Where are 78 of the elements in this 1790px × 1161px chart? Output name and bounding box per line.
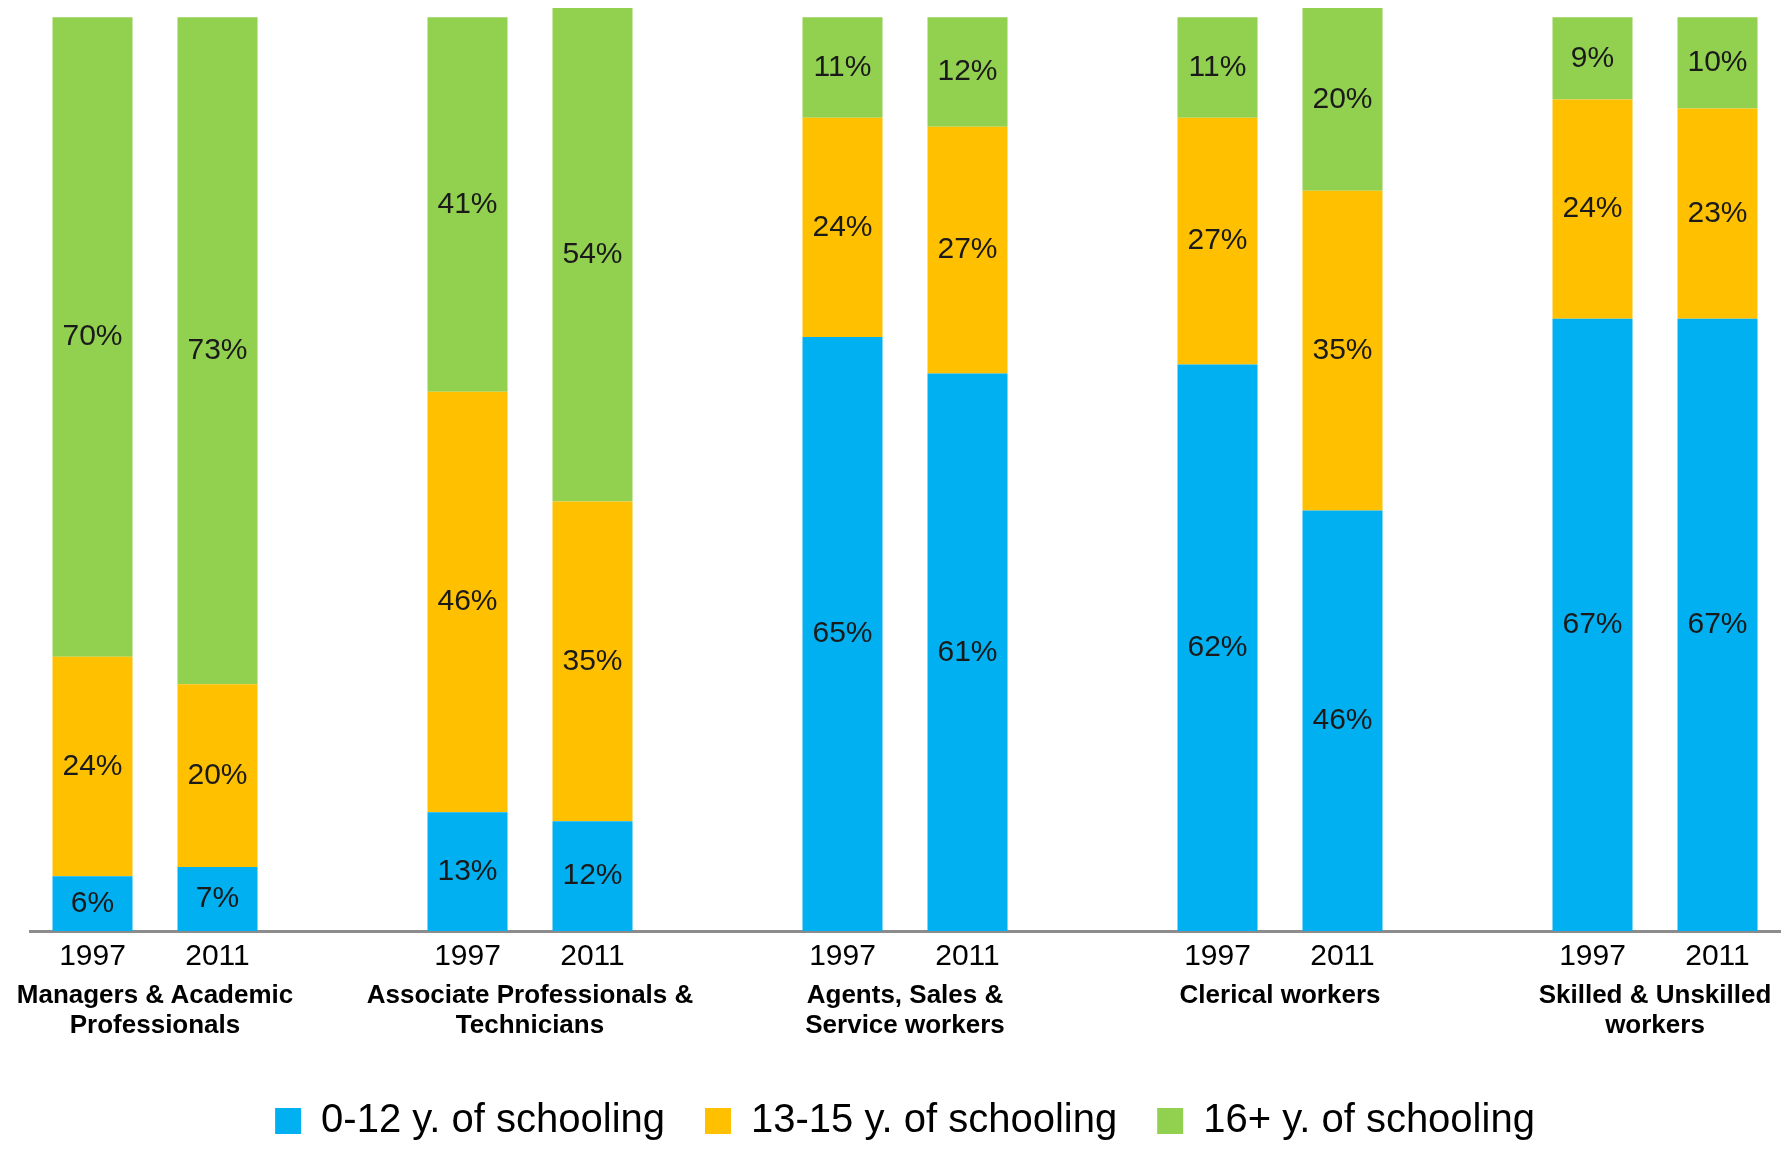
data-label: 46% bbox=[1312, 702, 1373, 736]
bar bbox=[52, 876, 133, 931]
bar bbox=[552, 501, 633, 822]
x-tick-label: 1997 bbox=[809, 938, 876, 972]
data-label: 13% bbox=[437, 852, 498, 886]
bar bbox=[177, 867, 258, 931]
bar bbox=[1302, 8, 1383, 191]
data-label: 35% bbox=[1312, 331, 1373, 365]
data-label: 27% bbox=[1187, 222, 1248, 256]
bar bbox=[927, 17, 1008, 127]
bar bbox=[1552, 17, 1633, 100]
bar bbox=[802, 117, 883, 337]
data-label: 46% bbox=[437, 583, 498, 617]
x-tick-label: 2011 bbox=[185, 938, 250, 972]
bar bbox=[802, 336, 883, 931]
text: Clerical workers bbox=[1179, 979, 1381, 1010]
bar bbox=[177, 17, 258, 685]
bar bbox=[552, 8, 633, 502]
x-tick-label: 2011 bbox=[1310, 938, 1375, 972]
data-label: 9% bbox=[1570, 39, 1615, 73]
data-label: 7% bbox=[195, 880, 240, 914]
data-label: 23% bbox=[1687, 194, 1748, 228]
data-label: 65% bbox=[812, 615, 873, 649]
data-label: 11% bbox=[813, 48, 872, 82]
bar bbox=[927, 126, 1008, 374]
data-label: 6% bbox=[70, 884, 115, 918]
data-label: 12% bbox=[937, 53, 998, 87]
data-label: 12% bbox=[562, 857, 623, 891]
data-label: 27% bbox=[937, 231, 998, 265]
bar bbox=[1177, 117, 1258, 365]
data-label: 20% bbox=[187, 756, 248, 790]
bar bbox=[1552, 318, 1633, 931]
data-label: 41% bbox=[437, 185, 498, 219]
data-label: 61% bbox=[937, 633, 998, 667]
text: Managers & Academic Professionals bbox=[16, 979, 294, 1040]
bar bbox=[52, 656, 133, 877]
bar bbox=[427, 391, 508, 813]
data-label: 62% bbox=[1187, 628, 1248, 662]
bar bbox=[1677, 108, 1758, 319]
legend-label: 13-15 y. of schooling bbox=[751, 1096, 1118, 1141]
bar bbox=[52, 17, 133, 657]
text: Associate Professionals & Technicians bbox=[366, 979, 694, 1040]
data-label: 67% bbox=[1562, 606, 1623, 640]
bar bbox=[552, 821, 633, 931]
x-tick-label: 2011 bbox=[935, 938, 1000, 972]
data-label: 73% bbox=[187, 331, 248, 365]
data-label: 54% bbox=[562, 236, 623, 270]
x-tick-label: 1997 bbox=[1559, 938, 1626, 972]
data-label: 11% bbox=[1188, 48, 1247, 82]
data-label: 67% bbox=[1687, 606, 1748, 640]
x-tick-label: 1997 bbox=[59, 938, 126, 972]
data-label: 24% bbox=[812, 208, 873, 242]
bar bbox=[1302, 510, 1383, 931]
data-label: 10% bbox=[1687, 44, 1748, 78]
text: Agents, Sales & Service workers bbox=[805, 979, 1005, 1040]
data-label: 35% bbox=[562, 642, 623, 676]
bar bbox=[1177, 17, 1258, 118]
bar bbox=[427, 812, 508, 931]
bar bbox=[927, 373, 1008, 931]
bar bbox=[802, 17, 883, 118]
bar bbox=[177, 684, 258, 868]
bar bbox=[1302, 190, 1383, 511]
data-label: 20% bbox=[1312, 80, 1373, 114]
legend-label: 16+ y. of schooling bbox=[1203, 1096, 1535, 1141]
x-tick-label: 1997 bbox=[434, 938, 501, 972]
data-label: 24% bbox=[62, 747, 123, 781]
bar bbox=[427, 17, 508, 392]
data-label: 24% bbox=[1562, 190, 1623, 224]
x-tick-label: 2011 bbox=[560, 938, 625, 972]
text: Skilled & Unskilled workers bbox=[1538, 979, 1772, 1040]
x-tick-label: 1997 bbox=[1184, 938, 1251, 972]
x-tick-label: 2011 bbox=[1685, 938, 1750, 972]
bar bbox=[1552, 99, 1633, 319]
bar bbox=[1677, 318, 1758, 931]
data-label: 70% bbox=[62, 318, 123, 352]
bar bbox=[1177, 364, 1258, 931]
bar bbox=[1677, 17, 1758, 109]
legend-label: 0-12 y. of schooling bbox=[321, 1096, 666, 1141]
